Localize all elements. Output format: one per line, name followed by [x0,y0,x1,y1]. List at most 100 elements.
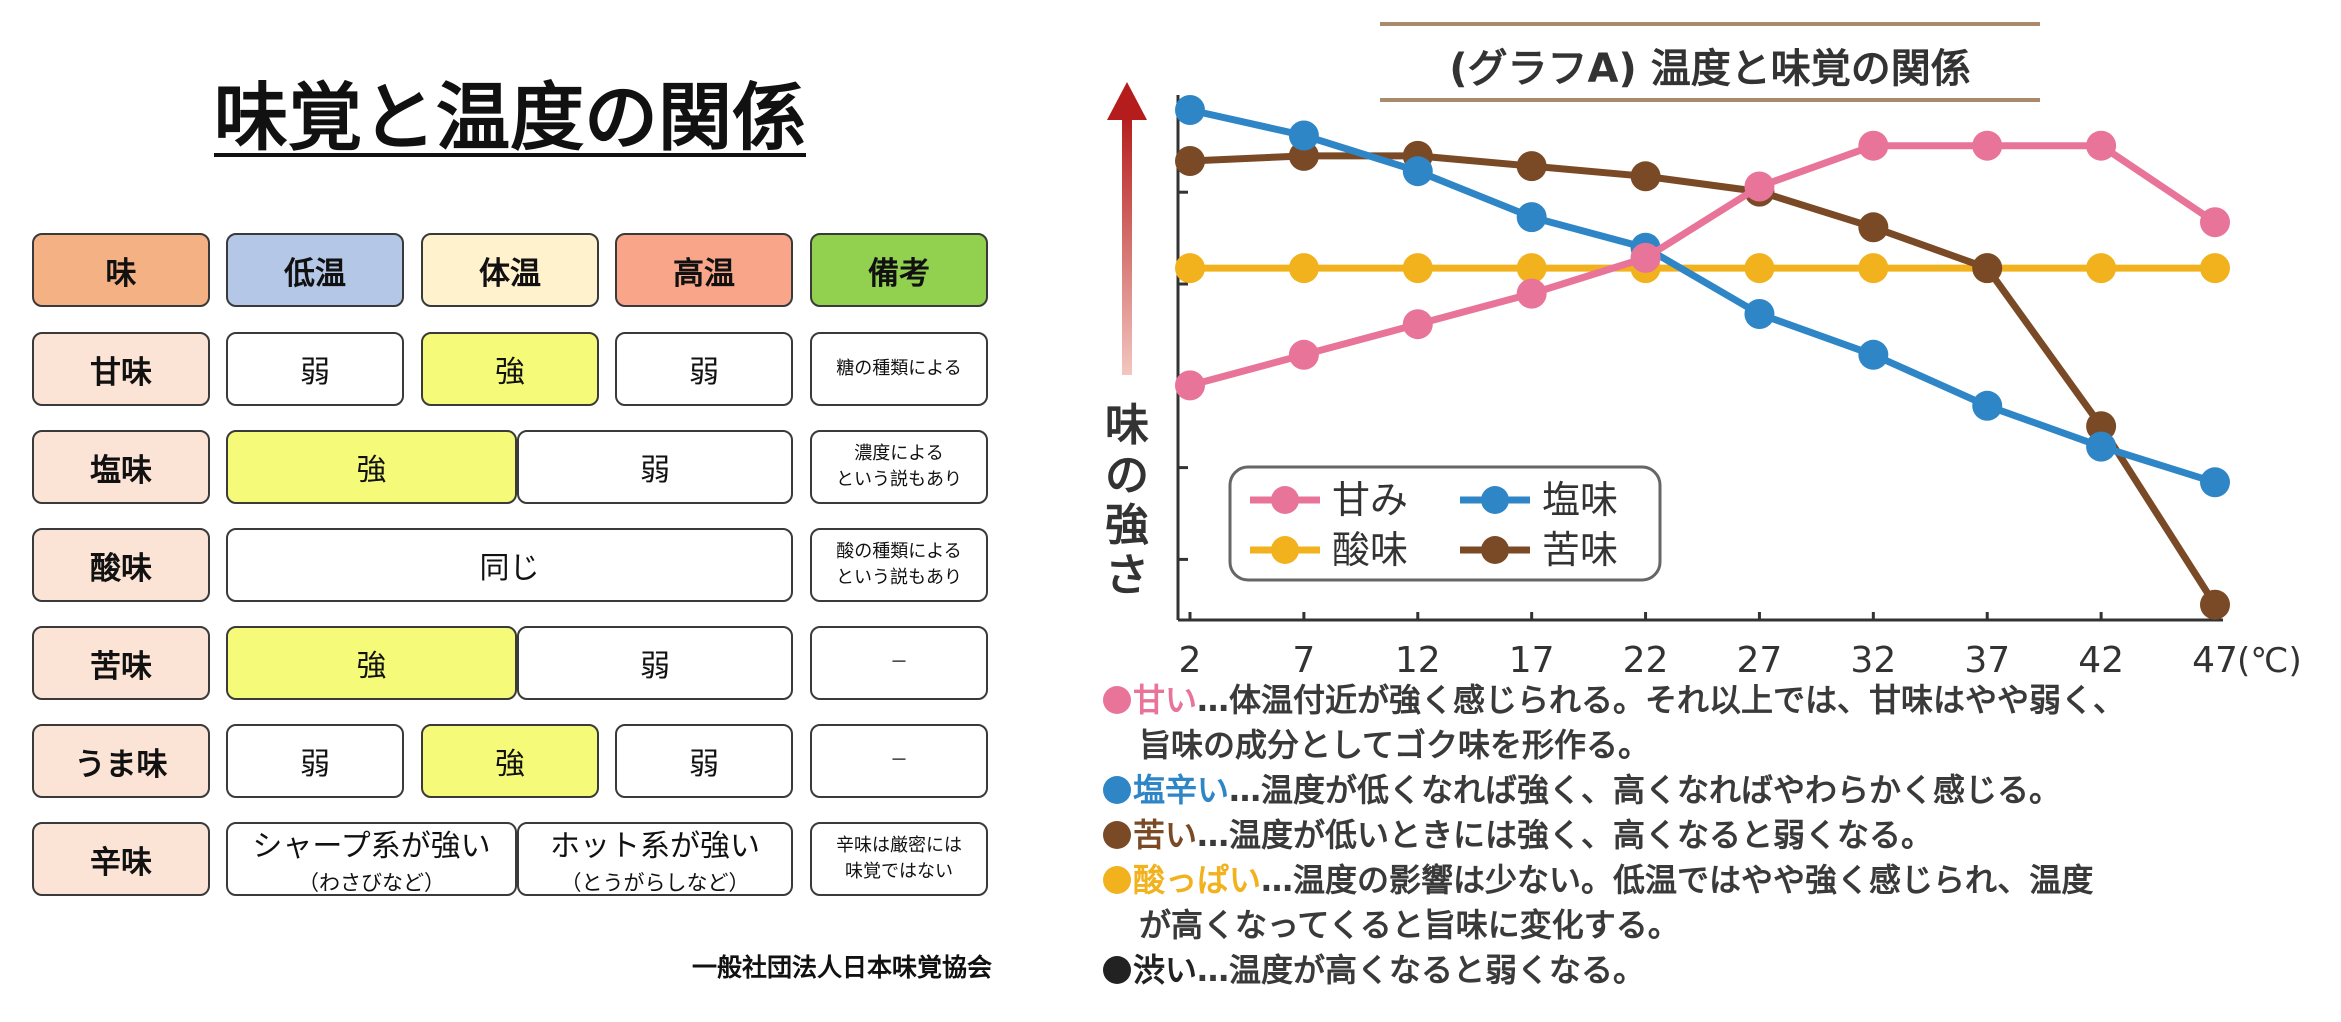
data-point [1288,339,1319,370]
note-text: という説もあり [836,469,962,490]
value-subtext: （とうがらしなど） [560,871,750,895]
legend-marker [1271,536,1299,564]
series-line [1189,142,2217,389]
data-point [1630,161,1661,192]
series-line [1189,106,2217,486]
value-text: 弱 [689,747,719,782]
chart-notes: 甘い…体温付近が強く感じられる。それ以上では、甘味はやや弱く、 旨味の成分としてゴ… [1103,678,2333,993]
chart-note-line: が高くなってくると旨味に変化する。 [1103,903,2333,948]
data-point [1630,242,1661,273]
row-label: 辛味 [90,844,152,881]
row-label-cell: 苦味 [32,626,210,700]
x-tick-label: 32 [1850,640,1896,680]
legend-label: 甘み [1332,478,1408,522]
data-point [1858,253,1889,284]
value-cell: シャープ系が強い （わさびなど） [226,822,517,896]
y-arrow-shaft [1122,115,1132,375]
header-label: 低温 [284,255,346,292]
data-point [1744,299,1775,329]
value-cell-strong: 強 [421,724,599,798]
note-cell: 濃度によるという説もあり [810,430,988,504]
note-text: － [890,652,908,673]
header-cell: 味 [32,233,210,307]
header-label: 高温 [673,255,735,292]
row-label-cell: うま味 [32,724,210,798]
value-text: 強 [495,747,525,782]
header-label: 味 [105,255,137,292]
taste-temperature-table-panel: 味覚と温度の関係 味低温 体温 高温 備考 甘味弱強弱糖の種類による 塩味強弱濃度によると… [0,0,1020,1022]
row-label: 甘味 [90,354,152,391]
row-label-cell: 辛味 [32,822,210,896]
data-point [1402,309,1433,340]
legend-label: 酸味 [1332,528,1408,572]
value-text: 強 [495,355,525,390]
value-cell: 同じ [226,528,793,602]
y-axis-label-char: の [1105,450,1149,501]
data-point [2200,589,2230,620]
value-text: 弱 [300,747,330,782]
value-cell: 弱 [615,724,793,798]
data-point [2200,253,2230,284]
note-text: 濃度による [854,443,944,464]
note-text: 糖の種類による [836,358,962,379]
value-text: 弱 [640,649,670,684]
y-axis-label-char: 味 [1105,400,1149,451]
bullet-dot-icon [1103,956,1131,984]
data-point [1858,339,1889,370]
note-text: …温度が高くなると弱くなる。 [1197,951,1646,989]
value-cell-strong: 強 [421,332,599,406]
value-cell: 弱 [226,724,404,798]
data-point [1744,171,1775,202]
note-cell: 糖の種類による [810,332,988,406]
data-point [2200,467,2230,498]
note-keyword: 甘い [1133,681,1198,719]
note-text: 旨味の成分としてゴク味を形作る。 [1139,726,1651,764]
x-tick-label: 47 [2192,640,2238,680]
x-tick-label: 12 [1395,640,1441,680]
data-point [1972,390,2003,421]
value-text: 強 [356,453,387,488]
value-cell: 弱 [615,332,793,406]
header-cell: 高温 [615,233,793,307]
data-point [1858,130,1889,161]
data-point [1516,151,1547,182]
header-label: 体温 [479,255,541,292]
note-cell: － [810,724,988,798]
bullet-dot-icon [1103,821,1131,849]
note-keyword: 酸っぱい [1133,861,1262,899]
x-tick-label: 7 [1292,640,1315,680]
note-cell: － [810,626,988,700]
source-credit: 一般社団法人日本味覚協会 [692,953,993,982]
value-text: 弱 [689,355,719,390]
bullet-dot-icon [1103,776,1131,804]
value-text: ホット系が強い [550,829,760,864]
chart-note-line: 苦い…温度が低いときには強く、高くなると弱くなる。 [1103,813,2333,858]
note-keyword: 塩辛い [1133,771,1230,809]
data-point [1288,253,1319,284]
header-label: 備考 [868,255,930,292]
legend-box [1228,465,1662,582]
chart-note-line: 渋い…温度が高くなると弱くなる。 [1103,948,2333,993]
value-text: シャープ系が強い [252,829,491,864]
data-point [1972,253,2003,284]
chart-panel: (グラフA) 温度と味覚の関係 味の強さ 2 7 12 17 22 27 32 37 42 47 (℃… [1025,0,2341,1022]
legend-label: 苦味 [1542,528,1618,572]
bullet-dot-icon [1103,686,1131,714]
legend-marker [1481,486,1509,514]
value-text: 強 [356,649,387,684]
legend-marker [1271,486,1299,514]
row-label: うま味 [74,746,168,783]
data-point [2086,130,2117,161]
value-text: 同じ [479,551,540,586]
data-point [1175,253,1205,284]
data-point [2086,253,2117,284]
data-point [1972,130,2003,161]
data-point [1175,370,1205,401]
value-cell: 弱 [517,430,793,504]
x-unit-label: (℃) [2237,641,2302,680]
title-rule-bottom [1380,98,2040,102]
legend-marker [1481,536,1509,564]
data-point [1744,253,1775,284]
header-cell: 備考 [810,233,988,307]
value-cell: ホット系が強い （とうがらしなど） [517,822,793,896]
